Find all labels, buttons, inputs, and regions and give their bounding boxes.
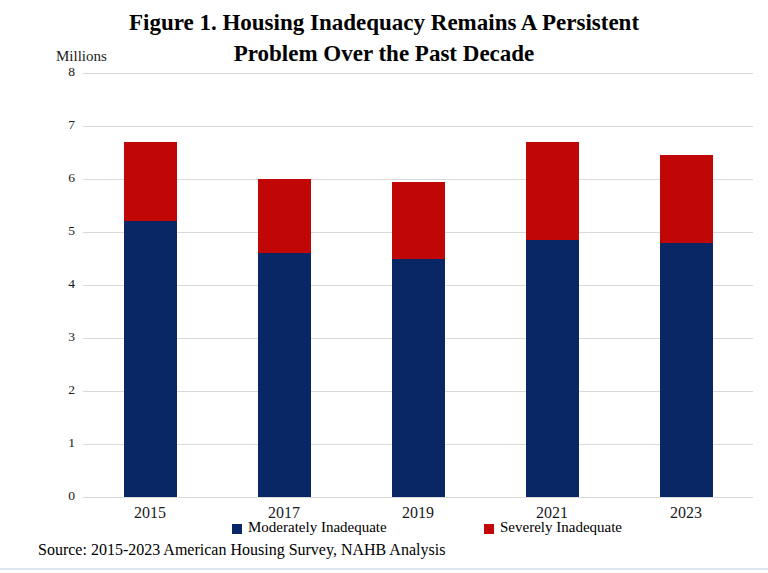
gridline-y-6 [83,179,753,180]
x-axis-label-2023: 2023 [641,504,731,522]
y-axis-tick-label: 6 [43,170,75,186]
severe-legend-swatch-icon [484,524,494,534]
bar-segment-moderate-2023 [660,243,713,497]
bar-segment-moderate-2015 [124,221,177,497]
bar-segment-severe-2019 [392,182,445,259]
source-note: Source: 2015-2023 American Housing Surve… [38,541,445,559]
severe-legend-label: Severely Inadequate [500,519,622,536]
chart-title-line2: Problem Over the Past Decade [0,38,768,69]
x-axis-label-2015: 2015 [105,504,195,522]
bar-segment-severe-2017 [258,179,311,253]
bar-segment-moderate-2017 [258,253,311,497]
y-axis-tick-label: 0 [43,488,75,504]
gridline-y-7 [83,126,753,127]
bar-segment-severe-2021 [526,142,579,240]
moderate-legend-label: Moderately Inadequate [248,519,387,536]
moderate-legend-swatch-icon [232,524,242,534]
y-axis-tick-label: 2 [43,382,75,398]
y-axis-tick-label: 4 [43,276,75,292]
y-axis-tick-label: 8 [43,64,75,80]
plot-area: 01234567820152017201920212023 [83,73,753,497]
bar-segment-moderate-2019 [392,259,445,498]
y-axis-tick-label: 1 [43,435,75,451]
legend-item-severely-inadequate: Severely Inadequate [484,519,622,536]
chart-title: Figure 1. Housing Inadequacy Remains A P… [0,7,768,69]
bottom-divider [0,568,768,570]
y-axis-tick-label: 3 [43,329,75,345]
gridline-y-8 [83,73,753,74]
chart-title-line1: Figure 1. Housing Inadequacy Remains A P… [0,7,768,38]
bar-segment-severe-2023 [660,155,713,242]
bar-segment-moderate-2021 [526,240,579,497]
bar-segment-severe-2015 [124,142,177,222]
legend-item-moderately-inadequate: Moderately Inadequate [232,519,387,536]
y-axis-tick-label: 5 [43,223,75,239]
y-axis-unit-label: Millions [56,48,107,65]
y-axis-tick-label: 7 [43,117,75,133]
housing-inadequacy-figure: Figure 1. Housing Inadequacy Remains A P… [0,0,768,573]
